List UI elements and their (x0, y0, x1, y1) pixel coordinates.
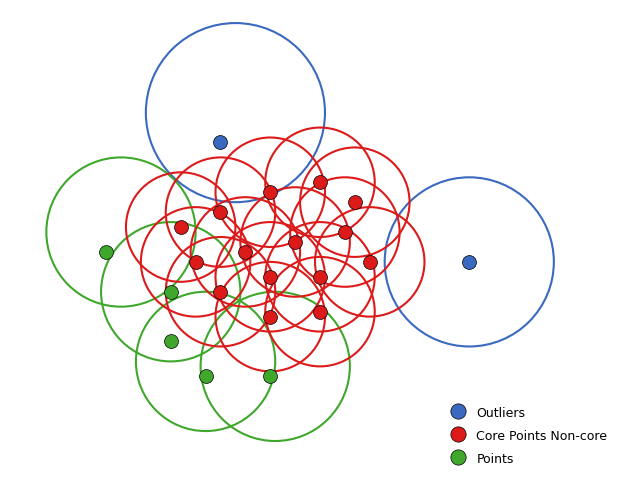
Point (315, 179, 325, 187)
Point (166, 288, 176, 296)
Point (265, 189, 275, 197)
Point (191, 259, 201, 266)
Point (315, 308, 325, 316)
Point (175, 224, 186, 231)
Point (101, 249, 111, 256)
Point (340, 228, 350, 236)
Point (265, 372, 275, 380)
Point (349, 199, 360, 206)
Point (315, 274, 325, 281)
Point (216, 288, 226, 296)
Point (464, 259, 474, 266)
Point (216, 209, 226, 216)
Point (365, 259, 375, 266)
Point (166, 338, 176, 346)
Point (240, 249, 250, 256)
Point (290, 239, 300, 246)
Legend: Outliers, Core Points Non-core, Points: Outliers, Core Points Non-core, Points (440, 401, 612, 469)
Point (265, 274, 275, 281)
Point (216, 139, 226, 147)
Point (200, 372, 211, 380)
Point (265, 313, 275, 321)
